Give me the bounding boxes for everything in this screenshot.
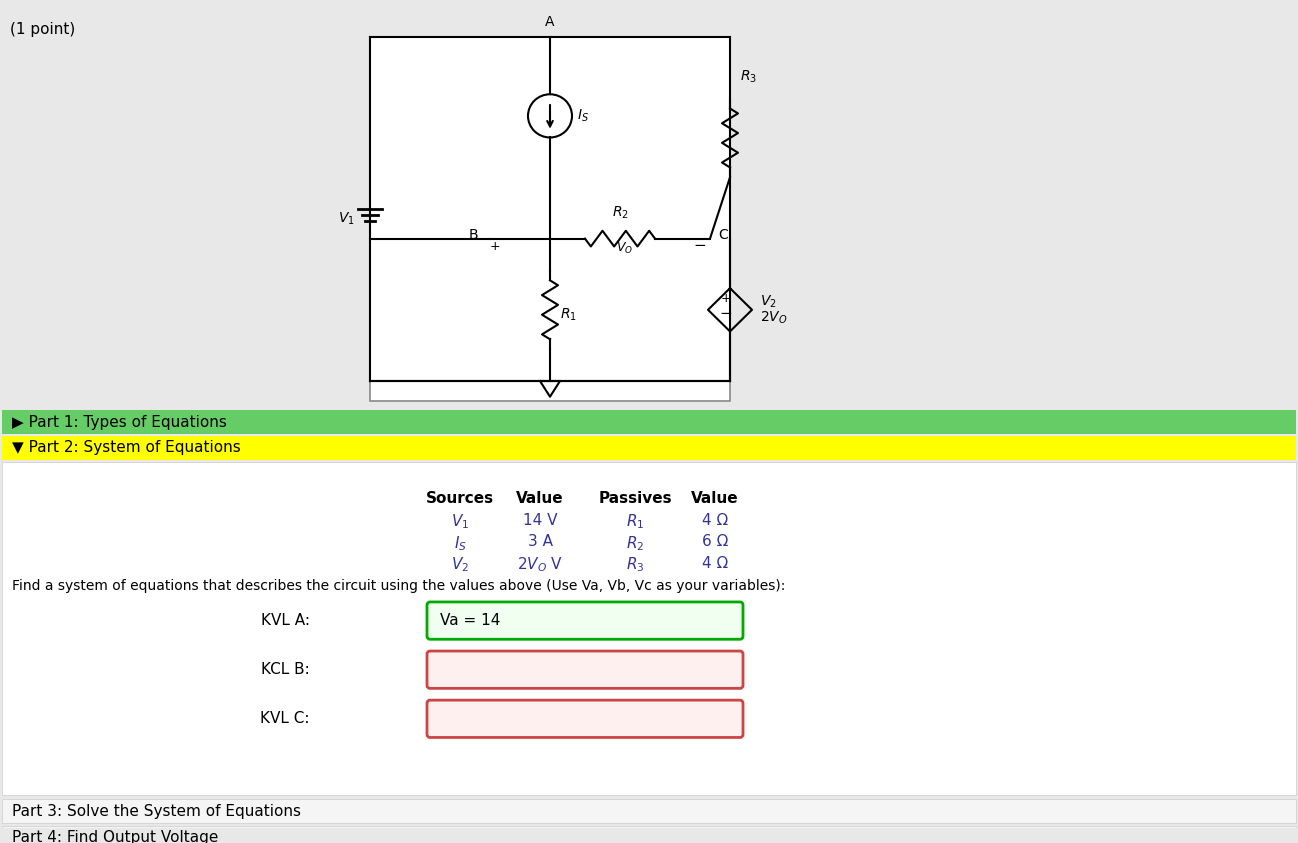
Text: 14 V: 14 V: [523, 513, 557, 528]
Text: $V_O$: $V_O$: [617, 241, 633, 256]
FancyBboxPatch shape: [427, 701, 742, 738]
Text: $2V_O$ V: $2V_O$ V: [517, 556, 563, 574]
Text: $I_S$: $I_S$: [453, 534, 466, 553]
Text: $2V_O$: $2V_O$: [761, 309, 788, 326]
Text: KCL B:: KCL B:: [261, 663, 310, 677]
Text: $V_2$: $V_2$: [450, 556, 469, 574]
Text: $R_2$: $R_2$: [626, 534, 644, 553]
Text: A: A: [545, 15, 554, 30]
Text: KVL C:: KVL C:: [261, 711, 310, 727]
Text: B: B: [469, 228, 478, 242]
Text: 6 Ω: 6 Ω: [702, 534, 728, 549]
Text: ▼ Part 2: System of Equations: ▼ Part 2: System of Equations: [12, 440, 240, 455]
Text: $V_1$: $V_1$: [450, 513, 469, 531]
Text: −: −: [693, 239, 706, 254]
Text: KVL A:: KVL A:: [261, 613, 310, 628]
Text: 4 Ω: 4 Ω: [702, 513, 728, 528]
Text: ▶ Part 1: Types of Equations: ▶ Part 1: Types of Equations: [12, 415, 227, 430]
Text: Passives: Passives: [598, 491, 672, 506]
FancyBboxPatch shape: [3, 799, 1295, 823]
Text: 3 A: 3 A: [527, 534, 553, 549]
Text: $R_3$: $R_3$: [740, 68, 757, 85]
Text: Value: Value: [692, 491, 739, 506]
Text: 4 Ω: 4 Ω: [702, 556, 728, 571]
Text: $V_2$: $V_2$: [761, 293, 776, 310]
FancyBboxPatch shape: [427, 602, 742, 639]
Text: $I_S$: $I_S$: [578, 108, 589, 124]
Text: Part 4: Find Output Voltage: Part 4: Find Output Voltage: [12, 830, 218, 843]
Text: $V_1$: $V_1$: [339, 211, 354, 227]
Text: $R_1$: $R_1$: [626, 513, 644, 531]
Text: Sources: Sources: [426, 491, 495, 506]
FancyBboxPatch shape: [3, 461, 1295, 796]
Text: Va = 14: Va = 14: [440, 613, 500, 628]
Text: Part 3: Solve the System of Equations: Part 3: Solve the System of Equations: [12, 803, 301, 819]
FancyBboxPatch shape: [3, 411, 1295, 434]
FancyBboxPatch shape: [3, 826, 1295, 843]
Text: (1 point): (1 point): [10, 22, 75, 36]
FancyBboxPatch shape: [370, 37, 729, 400]
Text: +: +: [720, 292, 731, 305]
Text: C: C: [718, 228, 728, 242]
Text: $R_2$: $R_2$: [611, 205, 628, 221]
Text: $R_1$: $R_1$: [559, 307, 576, 323]
Text: −: −: [719, 306, 732, 320]
Text: $R_3$: $R_3$: [626, 556, 644, 574]
FancyBboxPatch shape: [3, 436, 1295, 459]
Text: +: +: [489, 240, 500, 254]
FancyBboxPatch shape: [427, 651, 742, 689]
Text: Find a system of equations that describes the circuit using the values above (Us: Find a system of equations that describe…: [12, 579, 785, 593]
Text: Value: Value: [517, 491, 563, 506]
